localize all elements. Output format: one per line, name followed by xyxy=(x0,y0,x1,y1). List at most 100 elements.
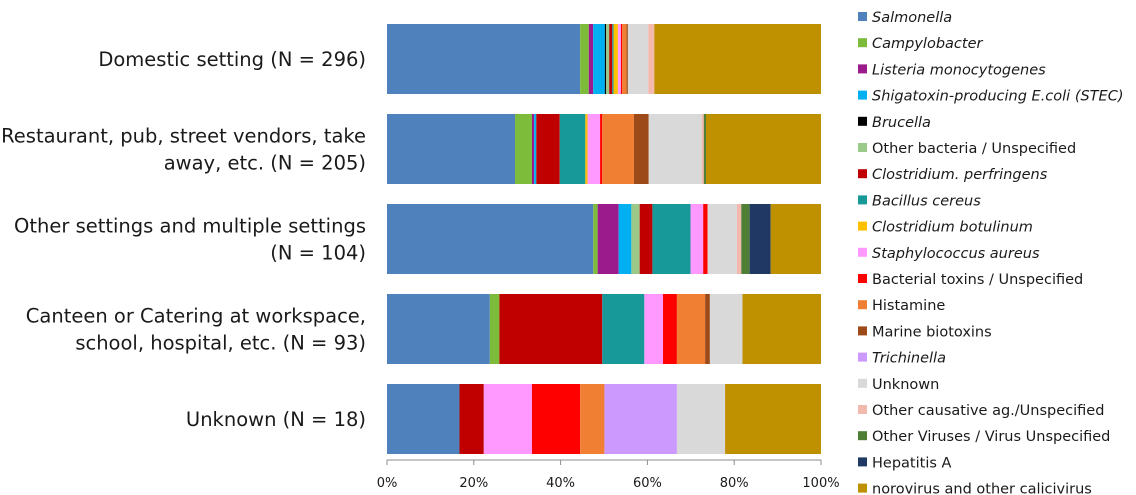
legend-label-10: Bacterial toxins / Unspecified xyxy=(872,272,1083,288)
bar-segment-4-11 xyxy=(580,384,605,454)
legend-swatch-12 xyxy=(858,326,867,336)
legend-label-14: Unknown xyxy=(872,377,939,393)
legend-label-8: Clostridium botulinum xyxy=(872,220,1033,236)
bar-segment-4-0 xyxy=(387,384,460,454)
legend-swatch-6 xyxy=(858,169,867,179)
bar-segment-0-2 xyxy=(588,24,594,94)
category-label-0: Domestic setting (N = 296) xyxy=(98,48,366,71)
category-label-4: Unknown (N = 18) xyxy=(186,408,366,431)
legend-swatch-7 xyxy=(858,195,867,205)
legend-swatch-16 xyxy=(858,431,867,441)
bar-segment-3-14 xyxy=(709,294,743,364)
legend-label-11: Histamine xyxy=(872,298,945,314)
legend-label-2: Listeria monocytogenes xyxy=(872,62,1046,78)
category-label-2: Other settings and multiple settings (N =… xyxy=(14,215,366,265)
legend-swatch-14 xyxy=(858,378,867,388)
bar-segment-3-11 xyxy=(676,294,706,364)
legend-label-1: Campylobacter xyxy=(872,36,983,52)
bar-segment-0-18 xyxy=(654,24,821,94)
category-label-1: Restaurant, pub, street vendors, take awa… xyxy=(1,125,366,175)
bar-segment-1-12 xyxy=(633,114,649,184)
legend-swatch-0 xyxy=(858,12,867,21)
x-tick-label-4: 80% xyxy=(720,476,749,491)
bar-segment-0-6 xyxy=(609,24,613,94)
bar-segment-4-13 xyxy=(604,384,677,454)
bar-segment-3-18 xyxy=(742,294,821,364)
legend-swatch-17 xyxy=(858,457,867,467)
legend-label-16: Other Viruses / Virus Unspecified xyxy=(872,429,1110,445)
bar-segment-3-6 xyxy=(499,294,603,364)
bar-segment-2-15 xyxy=(736,204,742,274)
bar-segment-2-2 xyxy=(597,204,619,274)
legend-label-17: Hepatitis A xyxy=(872,455,952,471)
bar-segment-3-12 xyxy=(705,294,710,364)
legend-swatch-9 xyxy=(858,247,867,257)
bar-segment-1-10 xyxy=(600,114,603,184)
bar-segment-3-9 xyxy=(644,294,664,364)
bar-segment-2-9 xyxy=(690,204,704,274)
bar-segment-4-6 xyxy=(459,384,484,454)
bar-segment-1-6 xyxy=(536,114,560,184)
legend-label-15: Other causative ag./Unspecified xyxy=(872,403,1104,419)
category-label-3: Canteen or Catering at workspace, school,… xyxy=(26,305,366,355)
bar-segment-0-3 xyxy=(593,24,605,94)
bar-segment-2-18 xyxy=(770,204,821,274)
bar-segment-1-11 xyxy=(602,114,634,184)
legend-swatch-11 xyxy=(858,300,867,310)
bar-segment-2-3 xyxy=(618,204,632,274)
bar-segment-1-14 xyxy=(648,114,702,184)
bar-segment-0-8 xyxy=(613,24,618,94)
bars xyxy=(387,24,821,454)
legend-swatch-2 xyxy=(858,64,867,74)
legend-label-12: Marine biotoxins xyxy=(872,324,992,340)
bar-segment-2-0 xyxy=(387,204,594,274)
bar-segment-0-11 xyxy=(622,24,627,94)
legend-label-4: Brucella xyxy=(872,115,931,131)
bar-segment-1-2 xyxy=(531,114,535,184)
legend-swatch-3 xyxy=(858,90,867,100)
bar-segment-1-1 xyxy=(515,114,532,184)
legend-label-18: norovirus and other calicivirus xyxy=(872,482,1092,495)
legend-label-9: Staphylococcus aureus xyxy=(872,246,1040,262)
bar-segment-2-14 xyxy=(707,204,737,274)
legend-label-5: Other bacteria / Unspecified xyxy=(872,141,1076,157)
legend-swatch-1 xyxy=(858,38,867,48)
legend-label-0: Salmonella xyxy=(872,10,952,26)
bar-segment-3-10 xyxy=(663,294,677,364)
bar-segment-0-4 xyxy=(604,24,607,94)
legend: Salmonella Campylobacter Listeria monocyto… xyxy=(858,10,1123,495)
bar-segment-2-1 xyxy=(593,204,598,274)
x-axis: 0% 20% 40% 60% 80% 100% xyxy=(377,459,840,491)
legend-swatch-13 xyxy=(858,352,867,362)
x-tick-label-2: 40% xyxy=(546,476,575,491)
bar-segment-3-0 xyxy=(387,294,490,364)
bar-segment-0-15 xyxy=(648,24,655,94)
legend-label-13: Trichinella xyxy=(872,351,946,367)
bar-segment-0-7 xyxy=(612,24,614,94)
legend-label-3: Shigatoxin-producing E.coli (STEC) xyxy=(872,89,1123,105)
legend-swatch-10 xyxy=(858,274,867,283)
bar-segment-4-18 xyxy=(725,384,821,454)
bar-segment-2-5 xyxy=(631,204,640,274)
bar-segment-4-14 xyxy=(676,384,726,454)
bar-segment-1-3 xyxy=(534,114,537,184)
bar-segment-2-16 xyxy=(741,204,750,274)
x-tick-label-0: 0% xyxy=(377,476,398,491)
bar-segment-3-7 xyxy=(602,294,645,364)
legend-swatch-18 xyxy=(858,483,867,493)
bar-segment-0-10 xyxy=(620,24,623,94)
bar-segment-2-10 xyxy=(703,204,708,274)
category-labels: Domestic setting (N = 296) Restaurant, pu… xyxy=(1,48,366,431)
bar-segment-1-16 xyxy=(703,114,706,184)
bar-segment-0-14 xyxy=(627,24,649,94)
legend-swatch-4 xyxy=(858,116,867,126)
bar-segment-1-18 xyxy=(705,114,821,184)
legend-swatch-5 xyxy=(858,143,867,152)
bar-segment-0-1 xyxy=(580,24,589,94)
bar-segment-4-10 xyxy=(531,384,581,454)
x-tick-label-3: 60% xyxy=(633,476,662,491)
legend-label-7: Bacillus cereus xyxy=(872,193,981,209)
bar-segment-2-6 xyxy=(639,204,653,274)
bar-segment-0-0 xyxy=(387,24,581,94)
bar-segment-4-9 xyxy=(483,384,532,454)
